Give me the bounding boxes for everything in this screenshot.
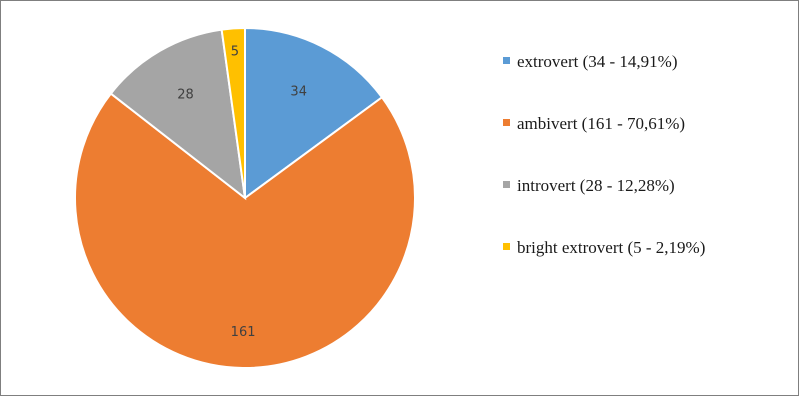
legend-item-bright-extrovert: bright extrovert (5 - 2,19%) xyxy=(503,233,793,263)
legend-swatch-extrovert xyxy=(503,57,510,64)
legend-item-introvert: introvert (28 - 12,28%) xyxy=(503,171,793,201)
pie-slice-introvert xyxy=(109,28,247,201)
pie-slice-bright-extrovert xyxy=(220,26,246,199)
legend-item-ambivert: ambivert (161 - 70,61%) xyxy=(503,109,793,139)
pie-slices xyxy=(74,26,416,369)
pie-label-extrovert: 34 xyxy=(290,84,307,99)
legend-item-extrovert: extrovert (34 - 14,91%) xyxy=(503,47,793,77)
legend-swatch-ambivert xyxy=(503,119,510,126)
legend-label-extrovert: extrovert (34 - 14,91%) xyxy=(517,52,678,71)
pie-label-bright-extrovert: 5 xyxy=(231,45,239,60)
legend-label-ambivert: ambivert (161 - 70,61%) xyxy=(517,114,686,133)
pie-label-introvert: 28 xyxy=(177,87,194,102)
legend: extrovert (34 - 14,91%) ambivert (161 - … xyxy=(503,47,793,295)
pie-slice-extrovert xyxy=(244,26,384,200)
pie-label-ambivert: 161 xyxy=(231,325,256,340)
legend-swatch-introvert xyxy=(503,181,510,188)
pie-slice-ambivert xyxy=(74,92,416,369)
pie-data-labels: 34 161 28 5 xyxy=(177,45,307,340)
legend-label-introvert: introvert (28 - 12,28%) xyxy=(517,176,675,195)
legend-swatch-bright-extrovert xyxy=(503,243,510,250)
legend-label-bright-extrovert: bright extrovert (5 - 2,19%) xyxy=(517,238,706,257)
